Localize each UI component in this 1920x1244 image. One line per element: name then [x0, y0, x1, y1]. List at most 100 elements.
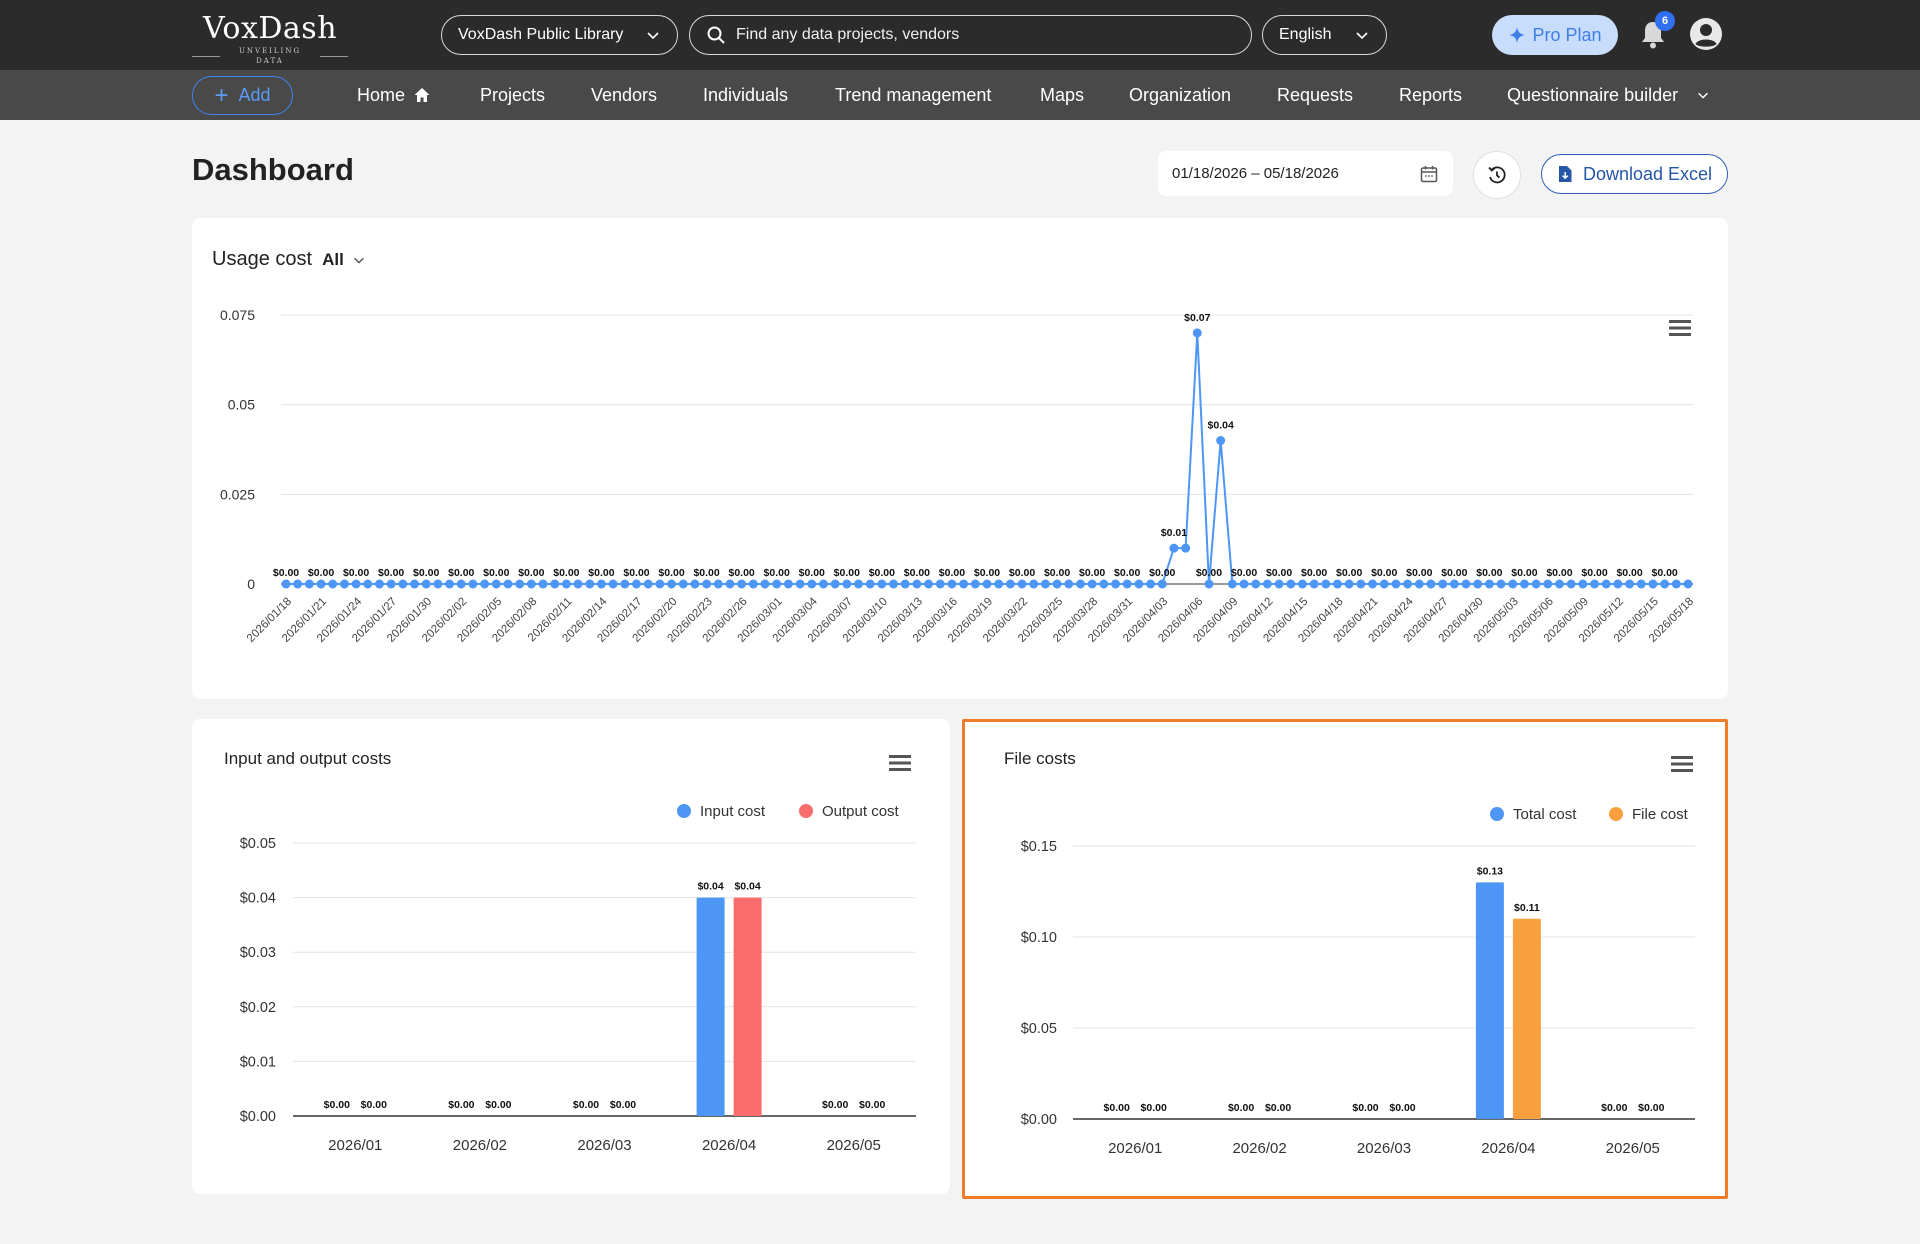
data-point — [959, 579, 969, 589]
data-point — [632, 579, 641, 589]
data-label: $0.07 — [1184, 312, 1210, 324]
data-point — [304, 579, 314, 589]
usage-cost-filter[interactable]: All — [322, 250, 366, 270]
data-point — [351, 579, 361, 589]
nav-item-label: Questionnaire builder — [1507, 85, 1679, 105]
data-label: $0.00 — [1079, 567, 1105, 579]
data-point — [608, 579, 618, 589]
data-label: $0.00 — [1371, 567, 1397, 579]
data-point — [1029, 579, 1039, 589]
usage-cost-card: Usage cost All 0 0.025 0.05 0.075 $0.00 $0.00… — [192, 218, 1728, 699]
data-point — [1227, 579, 1237, 589]
legend-marker — [1490, 807, 1504, 821]
y-tick-label: $0.04 — [240, 891, 276, 907]
data-point — [445, 579, 455, 589]
data-point — [561, 579, 571, 589]
date-range-value: 01/18/2026 – 05/18/2026 — [1172, 165, 1339, 182]
input-output-costs-chart: $0.00 $0.01 $0.02 $0.03 $0.04 $0.05 2026/01 $0.… — [240, 803, 916, 1154]
top-bar: VoxDash UNVEILING DATA VoxDash Public Li… — [0, 0, 1920, 70]
data-point — [643, 579, 653, 589]
data-point — [748, 579, 758, 589]
nav-item-label: Trend management — [835, 85, 992, 105]
file-download-icon — [1558, 166, 1572, 182]
data-point — [421, 579, 431, 589]
nav-item-individuals[interactable]: Individuals — [703, 70, 788, 120]
data-point — [737, 579, 747, 589]
data-label: $0.00 — [822, 1099, 848, 1111]
nav-item-label: Organization — [1129, 85, 1232, 105]
chart-menu-icon[interactable] — [889, 754, 911, 772]
nav-item-trend-management[interactable]: Trend management — [835, 70, 991, 120]
data-point — [1648, 579, 1658, 589]
y-tick-label: $0.00 — [240, 1109, 276, 1125]
data-point — [947, 579, 957, 589]
chart-menu-icon[interactable] — [1669, 319, 1691, 337]
data-point — [1496, 579, 1506, 589]
date-range-picker[interactable]: 01/18/2026 – 05/18/2026 — [1158, 151, 1453, 196]
calendar-icon[interactable] — [1419, 164, 1439, 184]
history-icon — [1488, 166, 1506, 184]
library-select[interactable]: VoxDash Public Library — [441, 15, 678, 55]
language-select[interactable]: English — [1262, 15, 1387, 55]
pro-plan-label: Pro Plan — [1532, 24, 1602, 45]
nav-item-reports[interactable]: Reports — [1399, 70, 1462, 120]
data-point — [1356, 579, 1366, 589]
data-point — [526, 579, 536, 589]
data-point — [924, 579, 934, 589]
download-excel-button[interactable]: Download Excel — [1541, 154, 1728, 194]
data-point — [1005, 579, 1015, 589]
nav-item-maps[interactable]: Maps — [1040, 70, 1084, 120]
search-box[interactable] — [689, 15, 1252, 55]
data-point — [1309, 579, 1319, 589]
add-button[interactable]: + Add — [192, 76, 293, 115]
nav-item-label: Projects — [480, 85, 546, 105]
data-point — [386, 579, 396, 589]
nav-item-requests[interactable]: Requests — [1277, 70, 1353, 120]
y-tick-label: $0.15 — [1021, 839, 1057, 855]
search-input[interactable] — [736, 26, 1216, 44]
data-point — [1683, 579, 1693, 589]
main-nav: + Add Home Projects Vendors Individuals … — [0, 70, 1920, 120]
data-point — [573, 579, 583, 589]
file-costs-card: File costs $0.00 $0.05 $0.10 $0.15 2026/01 $0… — [962, 719, 1728, 1199]
data-point — [1543, 579, 1553, 589]
bar — [733, 897, 762, 1116]
nav-item-home[interactable]: Home — [357, 70, 431, 120]
data-point — [456, 579, 466, 589]
data-label: $0.00 — [869, 567, 895, 579]
x-tick-label: 2026/03 — [577, 1137, 631, 1154]
usage-cost-line — [286, 332, 1688, 585]
data-point — [1146, 579, 1156, 589]
data-label: $0.00 — [413, 567, 439, 579]
data-label: $0.00 — [1336, 567, 1362, 579]
nav-item-vendors[interactable]: Vendors — [591, 70, 657, 120]
pro-plan-button[interactable]: Pro Plan — [1492, 15, 1618, 55]
data-label: $0.00 — [834, 567, 860, 579]
bar — [1475, 882, 1504, 1119]
data-point — [842, 579, 852, 589]
reset-filter-button[interactable] — [1473, 151, 1521, 199]
legend-marker — [1609, 807, 1623, 821]
account-icon[interactable] — [1689, 17, 1723, 51]
usage-cost-filter-value: All — [322, 249, 344, 269]
legend-label: Total cost — [1513, 806, 1577, 823]
data-label: $0.00 — [1441, 567, 1467, 579]
y-tick-label: 0 — [247, 576, 255, 592]
data-label: $0.00 — [1266, 567, 1292, 579]
data-point — [889, 579, 899, 589]
data-label: $0.00 — [1406, 567, 1432, 579]
brand-logo[interactable]: VoxDash UNVEILING DATA — [192, 12, 348, 66]
data-point — [1519, 579, 1529, 589]
data-point — [818, 579, 828, 589]
nav-item-organization[interactable]: Organization — [1129, 70, 1231, 120]
chart-menu-icon[interactable] — [1671, 755, 1693, 773]
data-label: $0.00 — [1228, 1102, 1254, 1114]
data-point — [363, 579, 373, 589]
nav-item-projects[interactable]: Projects — [480, 70, 545, 120]
nav-item-questionnaire-builder[interactable]: Questionnaire builder — [1507, 70, 1710, 120]
data-point — [1601, 579, 1611, 589]
data-label: $0.00 — [483, 567, 509, 579]
x-tick-label: 2026/01 — [1108, 1140, 1162, 1157]
data-label: $0.00 — [1616, 567, 1642, 579]
data-point — [1333, 579, 1342, 589]
